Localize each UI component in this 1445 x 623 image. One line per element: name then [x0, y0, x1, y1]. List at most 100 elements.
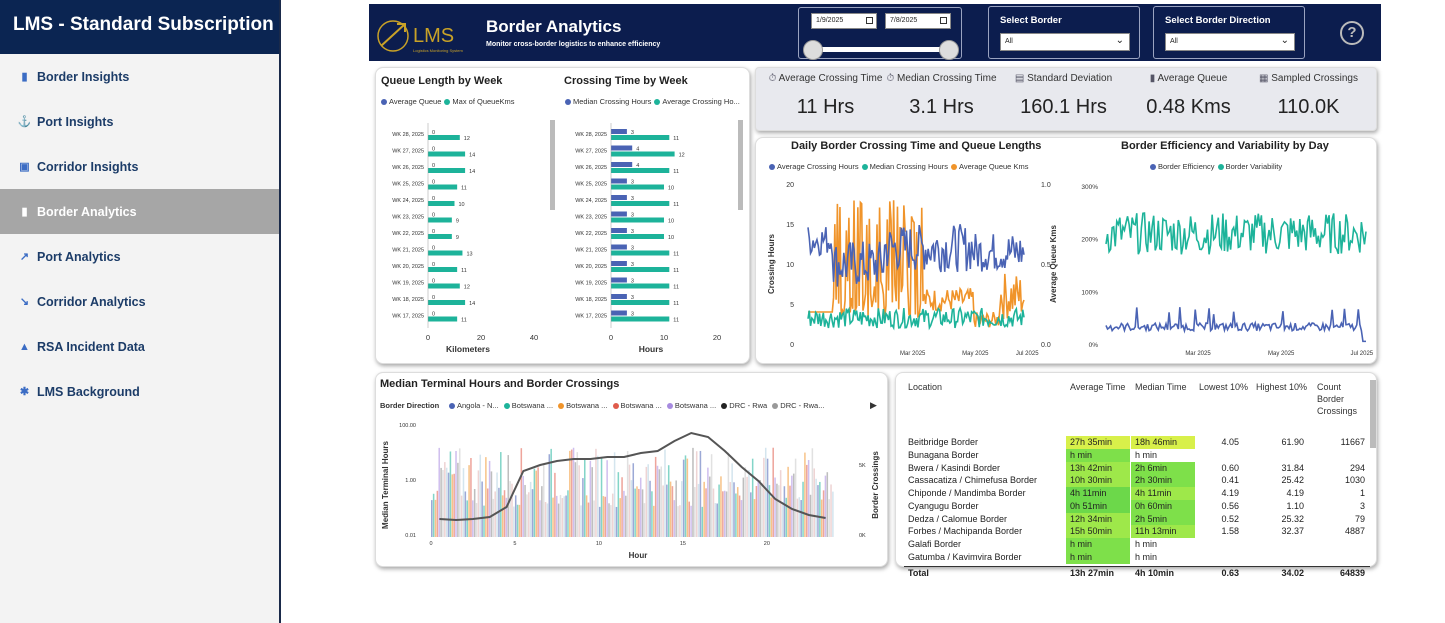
table-cell: 11667 [1340, 437, 1365, 447]
table-row[interactable]: Cyangugu Border 0h 51min 0h 60min 0.56 1.10 3 [904, 499, 1370, 513]
terminal-bar [714, 503, 717, 537]
terminal-bar [608, 503, 610, 537]
table-cell: 3 [1359, 500, 1365, 511]
column-header[interactable]: Median Time [1135, 382, 1187, 392]
data-label: 4 [636, 163, 639, 169]
column-header[interactable]: Highest 10% [1256, 382, 1308, 392]
calendar-icon[interactable] [940, 17, 947, 24]
terminal-bar [811, 448, 814, 537]
table-row[interactable]: Bwera / Kasindi Border 13h 42min 2h 6min 0.… [904, 461, 1370, 475]
table-row[interactable]: Bunagana Border h min h min [904, 448, 1370, 462]
x-tick-label: Mar 2025 [900, 351, 926, 357]
date-slider-start-handle[interactable] [803, 40, 823, 60]
terminal-bar [787, 466, 789, 537]
table-scrollbar[interactable] [1370, 380, 1376, 448]
terminal-bar [468, 465, 470, 537]
terminal-bar [703, 481, 705, 537]
column-header[interactable]: Location [908, 382, 943, 392]
efficiency-line-chart: 300% 200% 100% 0% Mar 2025 May 2025 Jul 2025 [1081, 184, 1373, 357]
table-cell: 4h 11min [1070, 488, 1107, 498]
column-header[interactable]: Average Time [1070, 382, 1126, 392]
kpi-sampled-crossings: ▦ Sampled Crossings 110.0K [1246, 73, 1371, 119]
data-label: 12 [464, 136, 470, 142]
bar-series1 [611, 244, 627, 250]
bar-series2 [428, 316, 458, 322]
queue-legend: Average Queue Max of QueueKms [378, 97, 515, 106]
table-row[interactable]: Beitbridge Border 27h 35min 18h 46min 4.05 6… [904, 436, 1370, 449]
table-cell: 1.58 [1221, 526, 1239, 537]
table-row[interactable]: Chiponde / Mandimba Border 4h 11min 4h 11m… [904, 487, 1370, 500]
data-label: 11 [673, 252, 679, 258]
calendar-icon[interactable] [866, 17, 873, 24]
terminal-bar [444, 462, 446, 537]
terminal-bar [750, 492, 752, 537]
x-tick-label: 20 [764, 541, 770, 547]
queue-scrollbar[interactable] [550, 120, 555, 210]
crossing-scrollbar[interactable] [738, 120, 743, 210]
terminal-bar [453, 473, 455, 537]
terminal-bar [485, 457, 487, 537]
date-slider-end-handle[interactable] [939, 40, 959, 60]
legend-item: Botswana ... [620, 401, 662, 410]
terminal-bar [813, 468, 816, 537]
table-cell: 4887 [1344, 526, 1365, 537]
sidebar-item-port-insights[interactable]: ⚓ Port Insights [0, 99, 279, 144]
table-cell: 0.56 [1221, 500, 1239, 511]
y2-tick-label: 1.0 [1041, 182, 1051, 189]
column-header[interactable]: Count Border Crossings [1317, 382, 1358, 416]
terminal-bar [628, 464, 631, 537]
bar-series2 [611, 283, 670, 289]
select-border-dropdown[interactable]: All ⌄ [1000, 33, 1130, 51]
terminal-bar [458, 448, 461, 537]
date-from-input[interactable]: 1/9/2025 [811, 13, 877, 29]
terminal-bar [490, 471, 493, 537]
terminal-bar [651, 491, 653, 537]
terminal-bar [557, 503, 560, 537]
terminal-bar [576, 452, 579, 537]
data-label: 10 [668, 235, 674, 241]
x-tick-label: 15 [680, 541, 686, 547]
table-cell: h min [1135, 449, 1158, 460]
terminal-bar [832, 491, 834, 537]
table-row[interactable]: Cassacatiza / Chimefusa Border 10h 30min 2… [904, 474, 1370, 488]
sidebar-item-border-insights[interactable]: ▮ Border Insights [0, 54, 279, 99]
trend-down-icon: ↘ [19, 296, 30, 308]
table-row[interactable]: Galafi Border h min h min [904, 538, 1370, 551]
bar-series1 [611, 129, 627, 134]
sidebar-item-rsa-incident-data[interactable]: ▲ RSA Incident Data [0, 324, 279, 369]
date-to-input[interactable]: 7/8/2025 [885, 13, 951, 29]
data-label: 9 [456, 219, 459, 225]
legend-next-arrow-icon[interactable]: ▶ [870, 400, 877, 410]
table-row[interactable]: Gatumba / Kavimvira Border h min h min [904, 550, 1370, 564]
terminal-bar [552, 497, 554, 537]
terminal-bar [716, 503, 718, 537]
kpi-label: Standard Deviation [1027, 73, 1113, 84]
sidebar-item-corridor-insights[interactable]: ▣ Corridor Insights [0, 144, 279, 189]
terminal-bar [647, 464, 649, 537]
date-slider-track[interactable] [815, 47, 951, 52]
sidebar-item-lms-background[interactable]: ✱ LMS Background [0, 369, 279, 414]
help-icon[interactable]: ? [1340, 21, 1364, 45]
sidebar-item-border-analytics[interactable]: ▮ Border Analytics [0, 189, 279, 234]
bar-series2 [611, 151, 675, 157]
terminal-bar [625, 495, 627, 537]
median-time-highlight [1131, 499, 1195, 513]
terminal-bar [522, 475, 524, 537]
x-axis-label: Hours [639, 344, 664, 354]
terminal-bar [518, 504, 521, 537]
svg-text:Logistics Monitoring System: Logistics Monitoring System [413, 48, 463, 53]
terminal-bar [781, 501, 784, 537]
terminal-bar [611, 493, 614, 537]
table-row[interactable]: Dedza / Calomue Border 12h 34min 2h 5min 0.… [904, 512, 1370, 526]
average-time-highlight [1066, 512, 1130, 526]
terminal-bar [583, 458, 586, 537]
select-direction-dropdown[interactable]: All ⌄ [1165, 33, 1295, 51]
data-label: 11 [461, 318, 467, 324]
sidebar-item-port-analytics[interactable]: ↗ Port Analytics [0, 234, 279, 279]
column-header[interactable]: Lowest 10% [1199, 382, 1249, 392]
terminal-bar [434, 499, 437, 537]
table-row[interactable]: Forbes / Machipanda Border 15h 50min 11h 1… [904, 525, 1370, 539]
y-tick-label: 100% [1081, 289, 1098, 296]
terminal-bar [460, 495, 463, 537]
sidebar-item-corridor-analytics[interactable]: ↘ Corridor Analytics [0, 279, 279, 324]
